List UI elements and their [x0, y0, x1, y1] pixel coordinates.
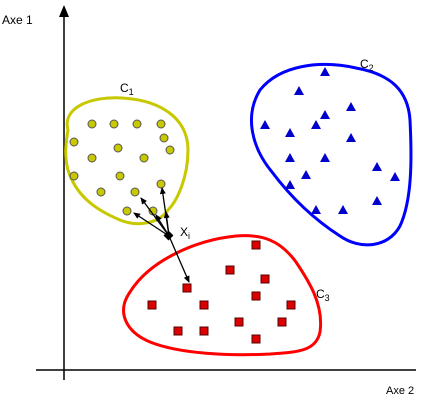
c3-point	[251, 291, 261, 301]
c3-point	[251, 240, 261, 250]
c2-point	[285, 180, 295, 189]
cluster-c3-boundary	[122, 234, 323, 357]
c2-point	[285, 153, 295, 162]
cluster-c2-points	[260, 67, 400, 214]
c2-point	[372, 162, 382, 171]
c3-point	[147, 300, 157, 310]
x-axis-label: Axe 2	[386, 385, 414, 397]
c3-point	[234, 317, 244, 327]
c2-point	[311, 120, 321, 129]
cluster-c1-label: C1	[120, 81, 134, 97]
y-axis-arrow-icon	[59, 5, 69, 17]
c1-point	[109, 119, 119, 129]
c1-point	[156, 179, 166, 189]
c3-point	[260, 274, 270, 284]
c3-point	[286, 300, 296, 310]
c2-point	[346, 102, 356, 111]
c1-point	[165, 145, 175, 155]
c1-point	[69, 137, 79, 147]
c2-point	[301, 170, 311, 179]
c2-point	[338, 205, 348, 214]
c2-point	[285, 128, 295, 137]
c3-point	[199, 300, 209, 310]
cluster-c3-points	[147, 240, 296, 344]
cluster-c1-points	[69, 119, 175, 216]
c1-point	[113, 143, 123, 153]
c2-point	[390, 172, 400, 181]
xi-label: Xi	[180, 225, 190, 241]
arrow-to-c3-point	[168, 235, 190, 283]
c2-point	[346, 133, 356, 142]
c1-point	[96, 187, 106, 197]
c3-point	[199, 326, 209, 336]
c2-point	[320, 153, 330, 162]
cluster-c2-boundary	[250, 62, 413, 247]
c2-point	[294, 86, 304, 95]
c2-point	[320, 67, 330, 76]
c1-point	[156, 119, 166, 129]
arrow-to-c1-point	[133, 212, 170, 237]
cluster-c1-boundary	[64, 96, 190, 226]
c1-point	[87, 153, 97, 163]
c1-point	[115, 171, 125, 181]
cluster-c3-label: C3	[316, 287, 330, 303]
c2-point	[311, 205, 321, 214]
y-axis-label: Axe 1	[2, 13, 33, 27]
c2-point	[372, 196, 382, 205]
c1-point	[130, 187, 140, 197]
c1-point	[132, 119, 142, 129]
c1-point	[159, 133, 169, 143]
c3-point	[251, 334, 261, 344]
c1-point	[122, 206, 132, 216]
xi-point	[163, 230, 174, 241]
c3-point	[277, 317, 287, 327]
cluster-c2-label: C2	[360, 57, 374, 73]
c1-point	[69, 171, 79, 181]
c3-point	[182, 283, 192, 293]
c1-point	[87, 119, 97, 129]
c2-point	[320, 110, 330, 119]
c3-point	[173, 326, 183, 336]
c1-point	[139, 153, 149, 163]
c2-point	[260, 120, 270, 129]
c3-point	[225, 265, 235, 275]
